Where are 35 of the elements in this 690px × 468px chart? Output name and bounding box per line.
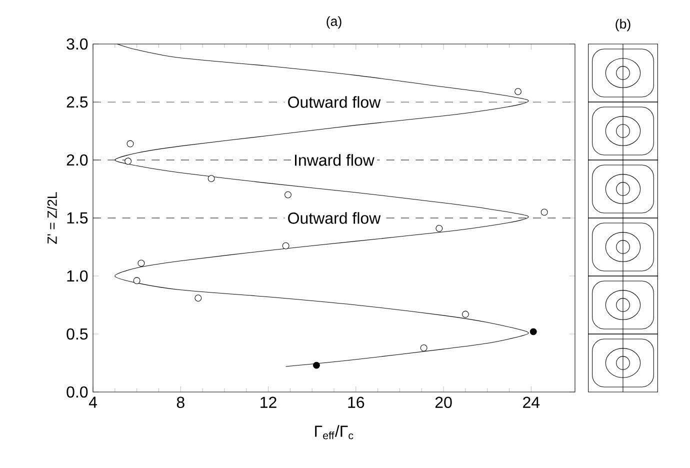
y-tick-label: 1.0 xyxy=(67,270,88,282)
text: (b) xyxy=(616,18,630,32)
ref-line-label: Inward flow xyxy=(295,154,374,166)
point xyxy=(284,191,292,198)
y-tick-label: 0.0 xyxy=(66,386,88,398)
x-tick-label: 20 xyxy=(435,396,452,408)
x-tick-label: 4 xyxy=(88,396,97,408)
point xyxy=(282,242,290,250)
point xyxy=(138,260,145,267)
ref-line-label: Outward flow xyxy=(288,96,381,108)
y-tick-label: 2.0 xyxy=(66,154,88,166)
point xyxy=(133,277,140,284)
x-axis-title: Γ$_{eff}$/Γ$_{c}$ xyxy=(315,425,354,440)
point xyxy=(126,140,134,148)
point xyxy=(124,158,132,165)
x-tick-label: 24 xyxy=(523,396,540,408)
y-tick-label: 0.5 xyxy=(66,328,88,340)
x-tick-label: 16 xyxy=(348,396,364,408)
point xyxy=(208,175,215,182)
chart-title: (a) xyxy=(326,16,342,29)
point xyxy=(462,310,469,318)
y-axis-title: Z' = Z/2L xyxy=(47,192,57,244)
y-tick-label: 1.5 xyxy=(67,212,88,224)
x-tick-label: 12 xyxy=(260,396,276,408)
point xyxy=(194,294,202,302)
x-tick-label: 8 xyxy=(176,396,184,408)
point xyxy=(420,344,428,352)
y-tick-label: 3.0 xyxy=(66,38,88,50)
point xyxy=(514,88,522,96)
point xyxy=(530,328,537,336)
ref-line-label: Outward flow xyxy=(288,212,381,224)
point xyxy=(540,208,548,216)
point xyxy=(436,224,443,232)
point xyxy=(313,362,320,369)
y-tick-label: 2.5 xyxy=(66,96,88,108)
